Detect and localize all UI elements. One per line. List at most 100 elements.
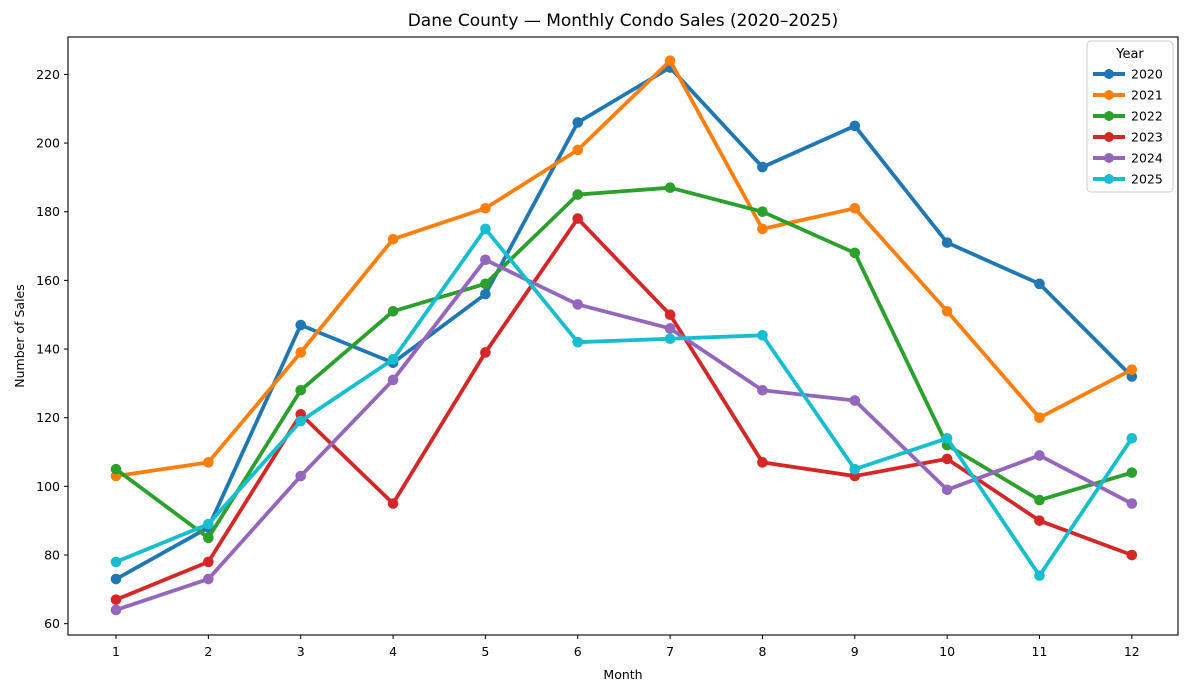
data-point [572, 117, 584, 128]
data-point [849, 463, 861, 475]
data-point [295, 347, 307, 358]
data-point [757, 457, 768, 468]
legend-entry-label: 2020 [1131, 66, 1163, 81]
data-point [1126, 364, 1138, 375]
series-line [114, 257, 1134, 612]
y-tick-label: 180 [36, 204, 60, 219]
plot-border [67, 36, 1179, 636]
data-point [664, 55, 676, 66]
x-tick-label: 5 [481, 644, 489, 659]
data-point [1126, 498, 1138, 509]
data-point [480, 278, 491, 290]
series-line [114, 65, 1134, 581]
y-tick-label: 120 [36, 410, 60, 425]
data-point [757, 223, 768, 235]
x-tick-label: 12 [1124, 644, 1140, 659]
data-point [572, 144, 584, 156]
data-point [664, 309, 676, 321]
data-point [849, 202, 861, 214]
data-point [941, 484, 953, 496]
series-2020 [110, 62, 1138, 585]
legend-entry-label: 2021 [1131, 87, 1163, 102]
legend-entry-2025: 2025 [1093, 171, 1163, 186]
data-point [387, 233, 399, 245]
data-point [203, 573, 214, 585]
legend-entry-2020: 2020 [1093, 66, 1163, 81]
legend-entry-label: 2023 [1131, 129, 1163, 144]
x-tick-label: 8 [758, 644, 766, 659]
data-point [1034, 412, 1045, 424]
data-series [110, 55, 1138, 616]
data-point [110, 556, 122, 568]
data-point [203, 556, 214, 568]
x-tick-label: 3 [297, 644, 305, 659]
x-tick-label: 9 [851, 644, 859, 659]
x-tick-label: 6 [574, 644, 582, 659]
legend-entry-2024: 2024 [1093, 150, 1163, 165]
series-2023 [110, 213, 1138, 605]
data-point [1126, 549, 1138, 561]
series-2022 [110, 182, 1138, 544]
data-point [757, 330, 768, 341]
data-point [480, 288, 491, 300]
x-tick-label: 1 [112, 644, 120, 659]
data-point [849, 120, 861, 132]
y-tick-label: 80 [44, 547, 60, 562]
x-tick-label: 2 [204, 644, 212, 659]
series-line [114, 185, 1134, 540]
data-point [110, 594, 122, 605]
series-2025 [110, 223, 1138, 581]
legend-swatch-marker [1104, 153, 1114, 163]
data-point [572, 299, 584, 310]
data-point [664, 323, 676, 334]
data-point [1034, 570, 1045, 581]
legend-entry-2021: 2021 [1093, 87, 1163, 102]
legend-entry-2022: 2022 [1093, 108, 1163, 123]
legend-entry-label: 2022 [1131, 108, 1163, 123]
data-point [480, 347, 491, 358]
chart-title: Dane County — Monthly Condo Sales (2020–… [408, 11, 839, 31]
data-point [480, 223, 491, 235]
data-point [387, 498, 399, 509]
series-line [114, 58, 1134, 478]
data-point [295, 470, 307, 482]
y-tick-label: 140 [36, 341, 60, 356]
legend-swatch-marker [1104, 111, 1114, 121]
data-point [110, 463, 122, 475]
legend-swatch-marker [1104, 90, 1114, 100]
data-point [110, 604, 122, 616]
x-tick-label: 7 [666, 644, 674, 659]
data-point [941, 453, 953, 465]
series-2021 [110, 55, 1138, 482]
legend-swatch-marker [1104, 174, 1114, 184]
data-point [1034, 450, 1045, 461]
data-point [480, 254, 491, 266]
legend-entry-2023: 2023 [1093, 129, 1163, 144]
x-tick-label: 10 [939, 644, 955, 659]
data-point [1034, 278, 1045, 290]
data-point [757, 206, 768, 218]
x-axis-label: Month [603, 667, 642, 682]
data-point [387, 305, 399, 317]
legend-entry-label: 2024 [1131, 150, 1163, 165]
data-point [1034, 494, 1045, 506]
data-point [203, 532, 214, 544]
data-point [849, 395, 861, 406]
legend-swatch-marker [1104, 69, 1114, 79]
data-point [387, 374, 399, 386]
x-tick-label: 11 [1032, 644, 1048, 659]
data-point [387, 354, 399, 365]
data-point [941, 237, 953, 248]
data-point [757, 384, 768, 396]
y-axis-label: Number of Sales [12, 284, 27, 387]
x-tick-label: 4 [389, 644, 397, 659]
data-point [295, 384, 307, 396]
data-point [1034, 515, 1045, 526]
data-point [203, 457, 214, 468]
data-point [1126, 432, 1138, 444]
data-point [664, 182, 676, 194]
legend: Year 2020 2021 2022 2023 2024 2025 [1086, 40, 1174, 193]
data-point [757, 161, 768, 173]
